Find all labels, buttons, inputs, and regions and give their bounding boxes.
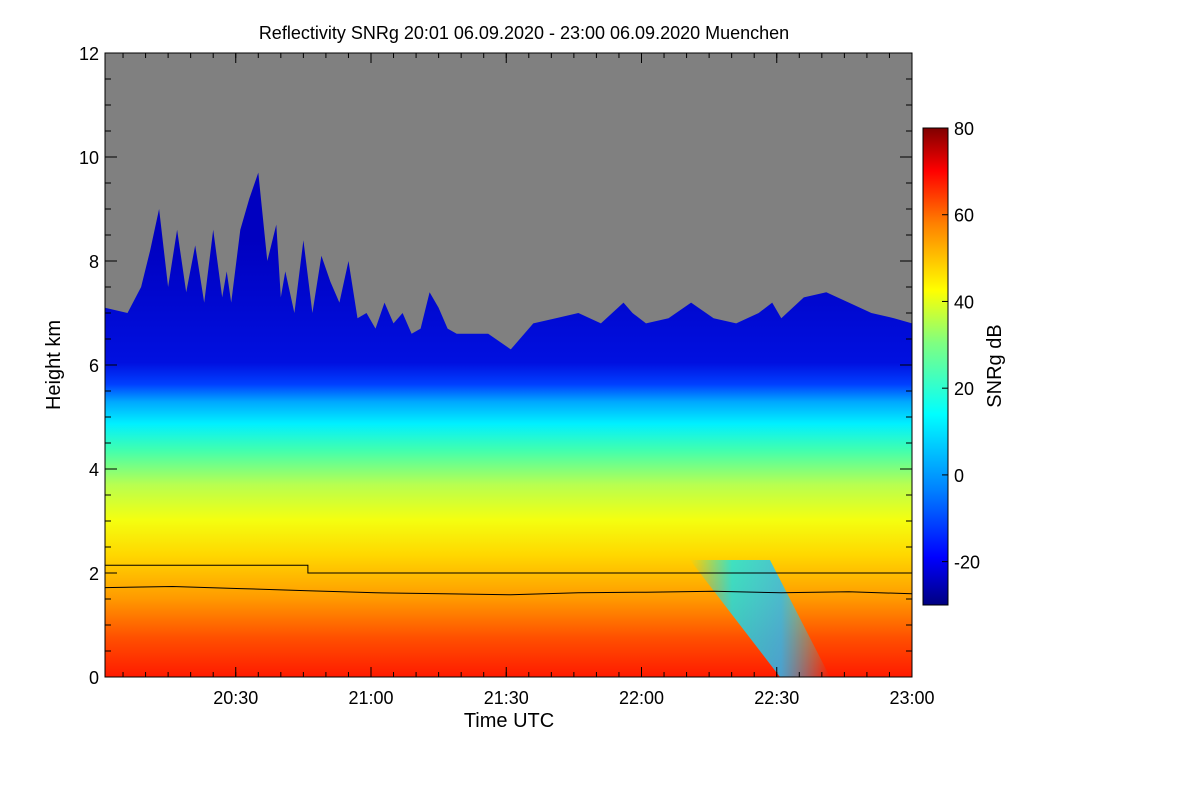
x-tick-label: 21:00 (348, 688, 393, 708)
y-tick-label: 10 (79, 148, 99, 168)
y-tick-label: 4 (89, 460, 99, 480)
x-tick-label: 21:30 (484, 688, 529, 708)
x-axis: 20:30 21:00 21:30 22:00 22:30 23:00 (122, 53, 935, 708)
cloud-echo-field (105, 172, 912, 677)
colorbar-tick-label: -20 (954, 553, 980, 573)
upper-boundary-line (105, 564, 912, 574)
y-tick-label: 6 (89, 356, 99, 376)
fallstreak-gap (690, 560, 830, 677)
colorbar-tick-label: 80 (954, 119, 974, 139)
colorbar-label: SNRg dB (984, 324, 1006, 407)
x-tick-label: 20:30 (213, 688, 258, 708)
melting-layer-line (104, 585, 913, 596)
x-tick-label: 23:00 (889, 688, 934, 708)
colorbar (922, 127, 949, 606)
x-tick-label: 22:30 (754, 688, 799, 708)
x-tick-label: 22:00 (619, 688, 664, 708)
y-tick-label: 12 (79, 44, 99, 64)
y-tick-label: 2 (89, 564, 99, 584)
colorbar-ticks: -20 0 20 40 60 80 (942, 119, 980, 573)
reference-lines (104, 564, 913, 596)
y-tick-label: 8 (89, 252, 99, 272)
colorbar-tick-label: 0 (954, 466, 964, 486)
colorbar-tick-label: 40 (954, 292, 974, 312)
y-axis-label: Height km (43, 320, 65, 410)
chart-title: Reflectivity SNRg 20:01 06.09.2020 - 23:… (259, 23, 789, 43)
plot-area (105, 53, 912, 677)
y-axis: 0 2 4 6 8 10 12 (79, 44, 912, 688)
colorbar-tick-label: 60 (954, 206, 974, 226)
x-axis-label: Time UTC (464, 710, 554, 732)
y-tick-label: 0 (89, 668, 99, 688)
colorbar-tick-label: 20 (954, 379, 974, 399)
